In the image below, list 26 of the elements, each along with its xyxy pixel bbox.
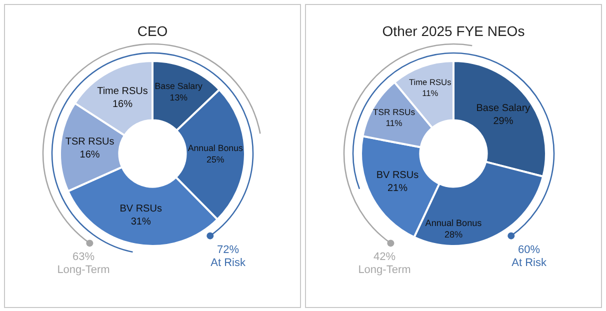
text: 60% At Risk: [512, 244, 546, 270]
data-label: 16%: [80, 150, 100, 161]
slice-label: Annual Bonus: [425, 218, 482, 228]
data-label: 28%: [444, 230, 463, 240]
data-label: 25%: [206, 154, 224, 164]
slice-label: TSR RSUs: [65, 136, 114, 148]
data-label: 21%: [387, 183, 408, 194]
slice-label: TSR RSUs: [373, 106, 416, 117]
data-label: 11%: [422, 88, 439, 98]
chart-title: Other 2025 FYE NEOs: [382, 22, 525, 39]
data-label: 31%: [130, 216, 151, 228]
slice-label: Annual Bonus: [188, 142, 244, 153]
text: 42% Long-Term: [358, 251, 411, 278]
data-label: 11%: [386, 118, 403, 128]
slice-label: BV RSUs: [376, 170, 419, 182]
data-label: 16%: [112, 99, 133, 110]
chart-title: CEO: [137, 22, 168, 39]
slice-label: Base Salary: [476, 102, 530, 114]
text: 63% Long-Term: [57, 251, 110, 278]
slice-label: Base Salary: [154, 80, 204, 91]
slice-label: Time RSUs: [408, 77, 452, 88]
data-label: 13%: [170, 92, 188, 102]
slice-label: BV RSUs: [120, 203, 162, 214]
data-label: 29%: [493, 116, 514, 127]
slice-label: Time RSUs: [97, 86, 148, 98]
text: 72% At Risk: [210, 244, 246, 270]
